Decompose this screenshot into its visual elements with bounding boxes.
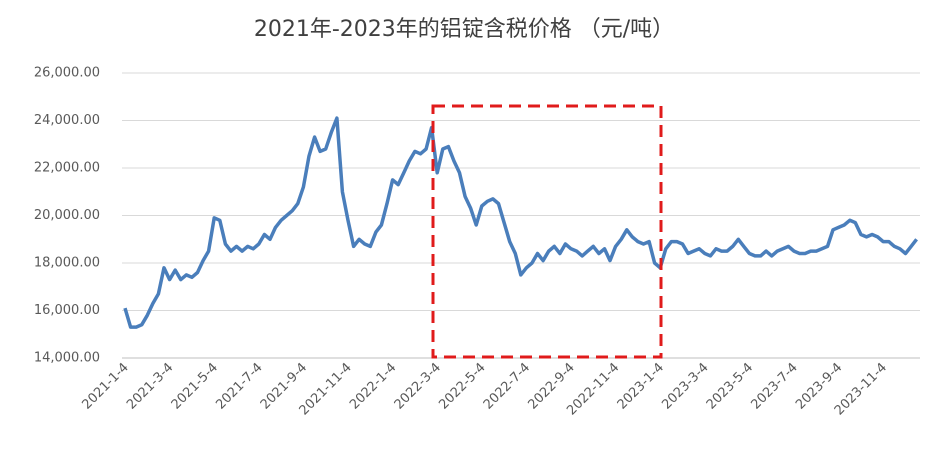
x-tick-label: 2023-3-4 bbox=[659, 360, 711, 412]
y-tick-label: 24,000.00 bbox=[34, 113, 100, 128]
x-tick-label: 2023-5-4 bbox=[704, 360, 756, 412]
y-tick-label: 14,000.00 bbox=[34, 351, 100, 366]
x-tick-label: 2022-3-4 bbox=[392, 360, 444, 412]
highlight-box bbox=[431, 104, 663, 359]
x-tick-label: 2023-1-4 bbox=[615, 360, 667, 412]
x-tick-label: 2022-1-4 bbox=[347, 360, 399, 412]
chart-title: 2021年-2023年的铝锭含税价格 （元/吨） bbox=[254, 17, 674, 42]
y-tick-label: 22,000.00 bbox=[34, 161, 100, 176]
x-tick-label: 2021-3-4 bbox=[124, 360, 176, 412]
y-tick-label: 26,000.00 bbox=[34, 66, 100, 81]
x-tick-label: 2022-7-4 bbox=[481, 360, 533, 412]
y-tick-label: 20,000.00 bbox=[34, 208, 100, 223]
y-tick-label: 18,000.00 bbox=[34, 256, 100, 271]
x-tick-label: 2021-5-4 bbox=[169, 360, 221, 412]
x-tick-label: 2021-7-4 bbox=[213, 360, 265, 412]
x-tick-label: 2022-5-4 bbox=[436, 360, 488, 412]
y-tick-label: 16,000.00 bbox=[34, 303, 100, 318]
x-tick-label: 2023-7-4 bbox=[748, 360, 800, 412]
price-line bbox=[123, 116, 918, 329]
x-tick-label: 2021-1-4 bbox=[79, 360, 131, 412]
